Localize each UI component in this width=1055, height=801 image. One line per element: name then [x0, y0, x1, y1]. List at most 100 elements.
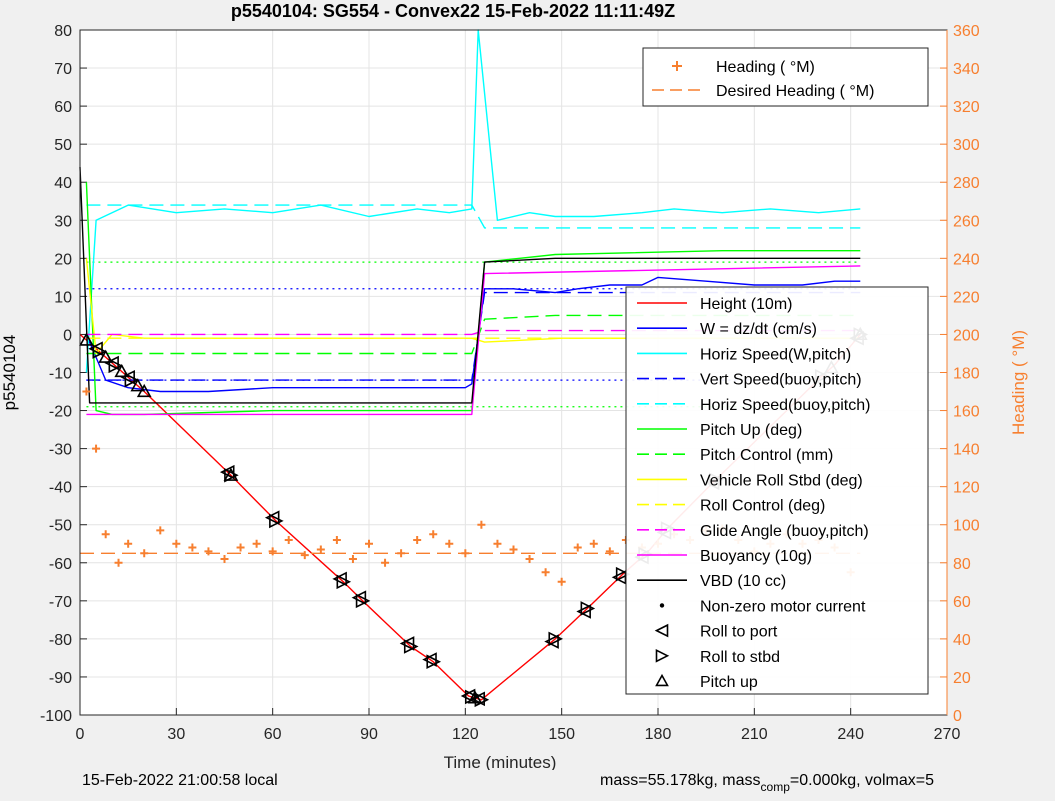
- y-right-tick-label: 200: [953, 327, 980, 344]
- y-right-tick-label: 260: [953, 213, 980, 230]
- legend-sample-dot: [659, 603, 665, 608]
- heading-point: [172, 539, 181, 548]
- heading-point: [605, 547, 614, 556]
- y-right-tick-label: 340: [953, 61, 980, 78]
- y-tick-label: -50: [49, 518, 72, 535]
- tri-right-marker: [224, 467, 239, 483]
- heading-point: [114, 558, 123, 567]
- tri-left-marker: [576, 604, 591, 619]
- legend-main-label: Horiz Speed(W,pitch): [700, 346, 851, 363]
- tri-left-marker: [104, 355, 119, 371]
- tri-up-marker: [79, 332, 94, 346]
- y-right-tick-label: 100: [953, 518, 980, 535]
- legend-main-label: Pitch Control (mm): [700, 447, 833, 464]
- heading-point: [92, 444, 101, 453]
- heading-point: [300, 551, 309, 560]
- heading-point: [101, 530, 110, 539]
- legend-main-label: Vehicle Roll Stbd (deg): [700, 472, 863, 489]
- y-right-tick-label: 300: [953, 137, 980, 154]
- legend-main-label: Roll Control (deg): [700, 498, 825, 515]
- y-right-tick-label: 240: [953, 251, 980, 268]
- legend-sample-plus: [672, 61, 682, 71]
- heading-point: [365, 539, 373, 548]
- y-right-tick-label: 120: [953, 480, 980, 497]
- chart-title: p5540104: SG554 - Convex22 15-Feb-2022 1…: [231, 1, 675, 21]
- y-right-tick-label: 0: [953, 708, 962, 725]
- y-right-tick-label: 80: [953, 556, 971, 573]
- tri-left-marker: [264, 510, 280, 525]
- y-tick-label: 70: [54, 61, 72, 78]
- heading-point: [332, 535, 341, 544]
- heading-point: [124, 539, 133, 548]
- heading-point: [284, 535, 293, 544]
- y-tick-label: 40: [54, 175, 72, 192]
- footer-comp-text: =0.000kg, volmax=5: [789, 772, 934, 789]
- y-right-tick-label: 280: [953, 175, 980, 192]
- tri-left-marker: [88, 341, 103, 357]
- legend-main-label: Pitch Up (deg): [700, 422, 802, 439]
- y-tick-label: -70: [49, 594, 72, 611]
- x-tick-label: 60: [264, 726, 282, 743]
- y-right-axis-label: Heading ( °M): [1009, 330, 1028, 435]
- y-tick-label: 80: [54, 23, 72, 40]
- heading-point: [188, 543, 197, 552]
- heading-point: [348, 554, 357, 563]
- x-tick-label: 270: [934, 726, 961, 743]
- y-tick-label: -20: [49, 404, 72, 421]
- legend-main: Height (10m) W = dz/dt (cm/s) Horiz Speed(…: [625, 286, 929, 695]
- y-tick-label: -80: [49, 632, 72, 649]
- legend-main-label: W = dz/dt (cm/s): [700, 321, 817, 338]
- heading-point: [589, 539, 598, 548]
- heading-point: [493, 539, 502, 548]
- heading-point: [413, 535, 422, 544]
- tri-right-marker: [615, 566, 631, 582]
- tri-right-marker: [426, 654, 442, 670]
- tri-left-marker: [332, 571, 347, 587]
- series-buoyancy-10g: [86, 265, 861, 416]
- series-vbd-10-cc: [79, 166, 861, 404]
- tri-right-marker: [548, 631, 564, 647]
- legend-main-label: Height (10m): [700, 296, 792, 313]
- x-tick-label: 30: [167, 726, 185, 743]
- legend-sample-marker: [655, 649, 670, 663]
- y-tick-label: -30: [49, 442, 72, 459]
- heading-point: [82, 387, 91, 396]
- y-tick-label: -60: [49, 556, 72, 573]
- legend-heading-label: Heading ( °M): [716, 59, 815, 76]
- tri-right-marker: [269, 513, 284, 529]
- tri-left-marker: [351, 590, 367, 605]
- footer-mass-info: mass=55.178kg, masscomp=0.000kg, volmax=…: [600, 772, 934, 794]
- footer-local-time: 15-Feb-2022 21:00:58 local: [82, 772, 278, 789]
- x-tick-label: 90: [360, 726, 378, 743]
- x-tick-label: 150: [548, 726, 575, 743]
- y-tick-label: 50: [54, 137, 72, 154]
- footer-mass-text: mass=55.178kg, mass: [600, 772, 761, 789]
- y-right-tick-label: 140: [953, 442, 980, 459]
- tri-right-marker: [355, 593, 371, 609]
- legend-main-label: Vert Speed(buoy,pitch): [700, 372, 862, 389]
- tri-right-marker: [124, 372, 140, 388]
- legend-main-label: Non-zero motor current: [700, 598, 866, 615]
- y-right-tick-label: 160: [953, 404, 980, 421]
- legend-main-label: Horiz Speed(buoy,pitch): [700, 397, 870, 414]
- tri-left-marker: [120, 369, 135, 385]
- tri-left-marker: [399, 636, 415, 651]
- y-right-tick-label: 320: [953, 99, 980, 116]
- series-horiz-speed-w-pitch: [85, 29, 861, 373]
- y-tick-label: 20: [54, 251, 72, 268]
- tri-up-marker: [223, 467, 239, 481]
- heading-point: [445, 539, 454, 548]
- y-right-tick-label: 60: [953, 594, 971, 611]
- tri-up-marker: [467, 690, 483, 704]
- heading-point: [252, 539, 261, 548]
- y-tick-label: -40: [49, 480, 72, 497]
- tri-right-marker: [403, 639, 419, 654]
- tri-left-marker: [544, 634, 559, 649]
- heading-point: [204, 547, 213, 556]
- heading-point: [156, 526, 165, 535]
- y-axis-label: p5540104: [0, 335, 19, 411]
- heading-point: [477, 520, 486, 529]
- y-right-tick-label: 20: [953, 670, 971, 687]
- legend-main-label: VBD (10 cc): [700, 573, 786, 590]
- y-right-tick-label: 40: [953, 632, 971, 649]
